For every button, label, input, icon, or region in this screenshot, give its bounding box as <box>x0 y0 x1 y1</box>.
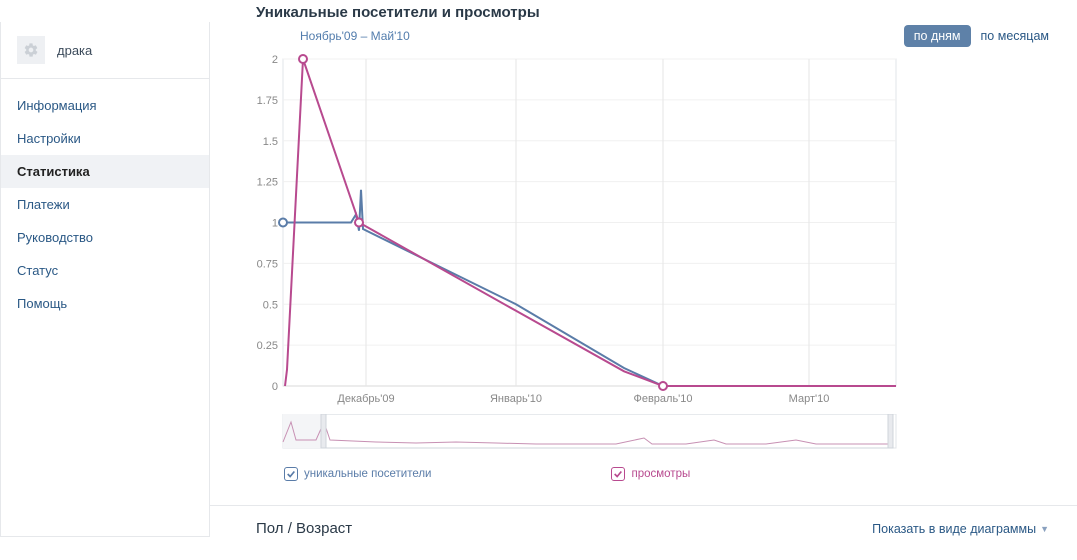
svg-text:1.25: 1.25 <box>257 177 278 189</box>
sidebar-item[interactable]: Настройки <box>1 122 209 155</box>
link-label: Показать в виде диаграммы <box>872 522 1036 536</box>
svg-text:Март'10: Март'10 <box>789 393 830 405</box>
sidebar-header: драка <box>1 22 209 79</box>
svg-text:0.75: 0.75 <box>257 258 278 270</box>
svg-text:Январь'10: Январь'10 <box>490 393 542 405</box>
sidebar-item[interactable]: Руководство <box>1 221 209 254</box>
sidebar-item[interactable]: Статус <box>1 254 209 287</box>
chart-legend: уникальные посетители просмотры <box>256 467 1049 481</box>
sidebar-title: драка <box>57 43 92 58</box>
sidebar-item[interactable]: Статистика <box>1 155 209 188</box>
section-title: Пол / Возраст <box>256 520 352 537</box>
svg-text:1: 1 <box>272 218 278 230</box>
legend-label: уникальные посетители <box>304 468 431 480</box>
legend-visitors[interactable]: уникальные посетители <box>284 467 431 481</box>
chart-date-range: Ноябрь'09 – Май'10 <box>256 29 410 43</box>
svg-text:0: 0 <box>272 381 278 393</box>
sidebar: драка ИнформацияНастройкиСтатистикаПлате… <box>0 22 210 537</box>
sidebar-item[interactable]: Помощь <box>1 287 209 320</box>
svg-text:1.75: 1.75 <box>257 95 278 107</box>
toggle-by-day[interactable]: по дням <box>904 25 971 47</box>
sidebar-item[interactable]: Информация <box>1 89 209 122</box>
legend-views[interactable]: просмотры <box>611 467 690 481</box>
legend-label: просмотры <box>631 468 690 480</box>
show-as-chart-link[interactable]: Показать в виде диаграммы ▼ <box>872 522 1049 536</box>
checkbox-icon <box>284 467 298 481</box>
view-toggle: по дням по месяцам <box>904 25 1049 47</box>
svg-text:Декабрь'09: Декабрь'09 <box>337 393 394 405</box>
range-selector[interactable] <box>256 414 906 456</box>
main-content: Уникальные посетители и просмотры Ноябрь… <box>210 0 1077 537</box>
main-chart[interactable]: 0 0.25 0.5 0.75 1 1.25 1.5 1.75 2 Декабрь'09 Январ… <box>256 51 906 461</box>
svg-text:0.5: 0.5 <box>263 299 278 311</box>
gear-icon <box>17 36 45 64</box>
toggle-by-month[interactable]: по месяцам <box>981 29 1049 43</box>
checkbox-icon <box>611 467 625 481</box>
svg-text:1.5: 1.5 <box>263 136 278 148</box>
sidebar-item[interactable]: Платежи <box>1 188 209 221</box>
svg-text:Февраль'10: Февраль'10 <box>633 393 692 405</box>
svg-text:0.25: 0.25 <box>257 340 278 352</box>
chart-title: Уникальные посетители и просмотры <box>256 4 1049 21</box>
svg-text:2: 2 <box>272 54 278 66</box>
chevron-down-icon: ▼ <box>1040 524 1049 534</box>
